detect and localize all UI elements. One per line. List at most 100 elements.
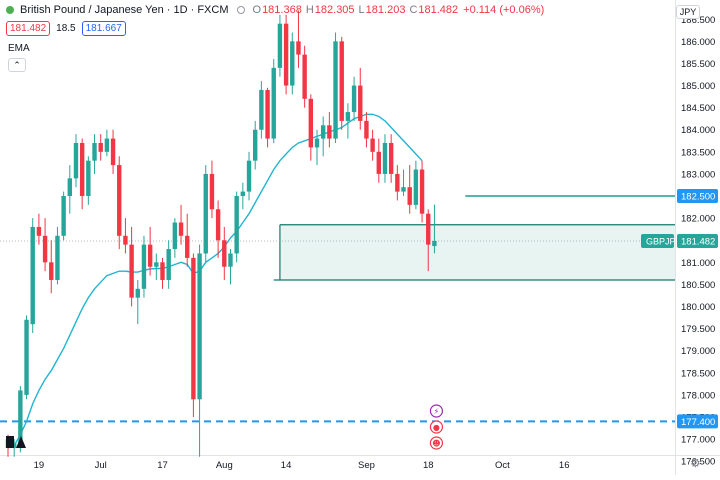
price-tick-label: 178.500	[681, 368, 715, 379]
candle-body	[234, 196, 239, 254]
candle-body	[283, 23, 289, 86]
candle-body	[197, 253, 202, 400]
candle-body	[86, 160, 91, 197]
candle-body	[308, 98, 314, 148]
level-price-tag[interactable]	[677, 189, 718, 204]
news-event-icon[interactable]	[429, 420, 444, 434]
candle-body	[253, 129, 258, 161]
candle-body	[92, 142, 97, 161]
close-value: 181.482	[418, 4, 459, 16]
time-tick-label: Sep	[358, 460, 375, 471]
high-value: 182.305	[314, 4, 355, 16]
candle-body	[339, 41, 344, 121]
candle-body	[123, 235, 128, 245]
symbol-tag	[641, 234, 674, 249]
candle-body	[166, 249, 171, 280]
time-tick-label: 17	[157, 460, 168, 471]
candle-body	[401, 187, 406, 192]
candle-body	[376, 151, 381, 174]
candle-body	[49, 262, 54, 280]
price-tick-label: 185.000	[681, 81, 715, 92]
price-tick-label: 176.500	[681, 457, 715, 468]
candle-body	[314, 138, 320, 148]
candle-body	[413, 169, 419, 205]
candle-body	[36, 226, 42, 236]
sell-button[interactable]: 181.482	[6, 21, 51, 36]
candle-body	[160, 262, 165, 280]
dividend-event-icon-glyph: ⚡	[434, 407, 440, 416]
last-price-label: 181.482	[681, 237, 715, 248]
collapse-indicators-button[interactable]: ⌃	[8, 58, 26, 72]
candle-body	[382, 142, 388, 174]
candle-body	[117, 165, 122, 236]
price-tick-label: 186.000	[681, 37, 715, 48]
tv-logo-icon	[6, 436, 14, 448]
level-price-label: 177.400	[681, 417, 715, 428]
candle-body	[364, 120, 369, 139]
currency-button[interactable]: JPY	[676, 5, 700, 19]
time-tick-label: Jul	[95, 460, 107, 471]
candle-body	[154, 262, 159, 267]
candle-body	[55, 235, 60, 280]
candle-body	[172, 222, 178, 250]
candle-body	[42, 235, 48, 263]
candle-body	[185, 235, 190, 258]
chart-header: British Pound / Japanese Yen · 1D · FXCM…	[6, 4, 544, 16]
candle-body	[327, 125, 332, 139]
level-price-tag[interactable]	[677, 414, 718, 429]
candle-body	[345, 112, 351, 121]
candle-body	[61, 196, 66, 236]
indicator-label[interactable]: EMA	[8, 43, 30, 54]
price-tick-label: 184.000	[681, 125, 715, 136]
session-status-icon	[236, 6, 245, 14]
candle-body	[191, 257, 196, 400]
price-tick-label: 179.500	[681, 324, 715, 335]
price-tick-label: 180.500	[681, 280, 715, 291]
candle-body	[426, 213, 431, 245]
price-tick-label: 180.000	[681, 302, 715, 313]
last-price-tag[interactable]	[677, 234, 718, 249]
candle-body	[246, 160, 252, 192]
price-tick-label: 184.500	[681, 103, 715, 114]
candle-body	[24, 319, 29, 395]
candle-body	[129, 244, 134, 298]
candle-body	[98, 142, 103, 152]
high-label: H	[305, 4, 314, 16]
candle-body	[67, 178, 72, 197]
trade-buttons: 181.482 18.5 181.667	[6, 21, 126, 36]
candle-body	[265, 89, 270, 139]
ema-line[interactable]	[7, 113, 423, 449]
candle-body	[296, 41, 301, 55]
price-tick-label: 181.000	[681, 258, 715, 269]
buy-button[interactable]: 181.667	[81, 21, 126, 36]
candle-body	[11, 443, 17, 448]
time-tick-label: 14	[281, 460, 292, 471]
candle-body	[104, 138, 110, 152]
earnings-event-icon[interactable]	[429, 436, 444, 450]
price-tick-label: 182.000	[681, 214, 715, 225]
candle-body	[135, 288, 140, 298]
news-event-icon-glyph: ●	[433, 423, 440, 432]
candle-body	[358, 85, 363, 121]
time-tick-label: 19	[34, 460, 45, 471]
candle-body	[203, 173, 208, 254]
candle-body	[271, 67, 276, 139]
price-tick-label: 186.500	[681, 15, 715, 26]
time-tick-label: Aug	[216, 460, 233, 471]
price-tick-label: 177.000	[681, 435, 715, 446]
close-label: C	[409, 4, 418, 16]
change-value: +0.114 (+0.06%)	[463, 4, 545, 16]
candle-body	[395, 173, 400, 192]
tv-logo-icon-part	[16, 436, 26, 448]
candle-body	[419, 169, 425, 214]
gear-icon[interactable]: ⚙	[690, 456, 701, 470]
symbol-title[interactable]: British Pound / Japanese Yen · 1D · FXCM	[20, 4, 229, 16]
candle-body	[432, 241, 437, 247]
candle-body	[141, 244, 147, 289]
low-label: L	[358, 4, 365, 16]
dividend-event-icon[interactable]	[429, 404, 444, 418]
range-zone	[279, 224, 675, 280]
market-status-dot	[6, 6, 14, 14]
